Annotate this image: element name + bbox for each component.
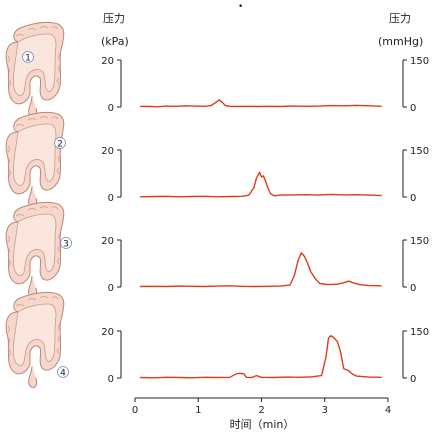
- sensor-label-3: 3: [63, 240, 69, 250]
- right-tick-label: 0: [410, 374, 416, 385]
- x-tick-label: 1: [195, 405, 201, 416]
- panel-2: 0 20 0 150: [101, 146, 429, 204]
- x-axis-label: 时间（min）: [230, 418, 295, 431]
- right-tick-label: 150: [410, 146, 429, 157]
- right-axis-title: 压力: [389, 12, 411, 25]
- colon-illustration-2: [5, 111, 65, 209]
- left-tick-label: 0: [108, 193, 114, 204]
- sensor-label-4: 4: [60, 369, 66, 379]
- x-axis: 0 1 2 3 4: [132, 397, 391, 416]
- pressure-trace-1: [140, 99, 382, 108]
- pressure-panels: 0 20 0 150 0 20 0 150 0 20 0 150 0 20 0 150: [101, 56, 429, 385]
- sensor-markers: 1 2 3 4: [22, 51, 72, 379]
- sensor-label-1: 1: [25, 54, 31, 64]
- colon-illustration-3: [5, 201, 65, 299]
- x-tick-label: 4: [385, 405, 391, 416]
- right-tick-label: 0: [410, 103, 416, 114]
- pressure-trace-3: [140, 252, 382, 288]
- colon-illustration-4: [5, 291, 65, 389]
- left-tick-label: 20: [101, 236, 114, 247]
- colon-illustration-1: [5, 21, 65, 119]
- sensor-label-2: 2: [57, 140, 63, 150]
- left-tick-label: 20: [101, 146, 114, 157]
- right-tick-label: 150: [410, 236, 429, 247]
- top-dot: •: [238, 2, 243, 12]
- right-axis-unit: (mmHg): [378, 35, 423, 48]
- x-tick-label: 2: [258, 405, 264, 416]
- left-tick-label: 0: [108, 374, 114, 385]
- left-axis-title: 压力: [103, 12, 125, 25]
- left-tick-label: 20: [101, 327, 114, 338]
- pressure-trace-4: [140, 335, 382, 379]
- panel-4: 0 20 0 150: [101, 327, 429, 385]
- right-tick-label: 150: [410, 56, 429, 67]
- right-tick-label: 0: [410, 283, 416, 294]
- panel-1: 0 20 0 150: [101, 56, 429, 114]
- sensor-marker-3: [60, 237, 72, 249]
- left-axis-unit: (kPa): [101, 35, 129, 48]
- x-tick-label: 0: [132, 405, 138, 416]
- left-tick-label: 0: [108, 283, 114, 294]
- right-tick-label: 0: [410, 193, 416, 204]
- pressure-trace-2: [140, 171, 382, 198]
- sensor-marker-2: [54, 137, 66, 149]
- right-tick-label: 150: [410, 327, 429, 338]
- x-tick-label: 3: [322, 405, 328, 416]
- sensor-marker-4: [57, 366, 69, 378]
- left-tick-label: 0: [108, 103, 114, 114]
- left-tick-label: 20: [101, 56, 114, 67]
- panel-3: 0 20 0 150: [101, 236, 429, 294]
- sensor-marker-1: [22, 51, 34, 63]
